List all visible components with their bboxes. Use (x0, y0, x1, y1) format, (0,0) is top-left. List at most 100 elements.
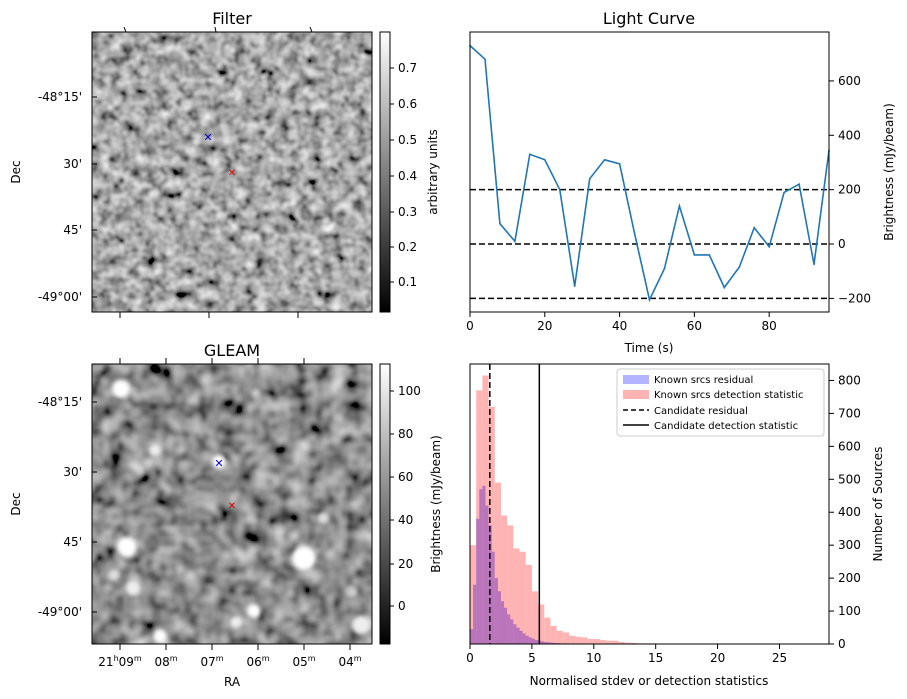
histogram-detection-bar (544, 617, 551, 644)
histogram-detection-bar (612, 640, 619, 644)
gleam-cb-tick: 100 (398, 384, 421, 398)
light-curve-point (753, 226, 756, 229)
gleam-title: GLEAM (204, 341, 260, 360)
histogram-residual-bar (473, 584, 477, 644)
histogram-residual-bar (522, 633, 526, 644)
histogram-residual-bar (491, 551, 495, 644)
histogram-residual-bar (504, 607, 508, 644)
light-curve-xticks: 0 20 40 60 80 (466, 312, 777, 333)
gleam-cb-tick: 80 (398, 427, 413, 441)
histogram-detection-bar (569, 635, 576, 644)
light-curve-xlabel: Time (s) (624, 341, 674, 355)
gleam-sources (108, 380, 370, 643)
legend-swatch-residual (623, 375, 649, 384)
gleam-image (92, 364, 372, 644)
histogram-ylabel: Number of Sources (871, 447, 885, 562)
filter-cb-tick: 0.7 (398, 61, 417, 75)
gleam-marker-blue: ✕ (214, 457, 223, 470)
histogram-detection-bar (581, 637, 588, 644)
histogram-ytick-label: 700 (838, 406, 861, 420)
light-curve-point (783, 191, 785, 194)
gleam-ylabel: Dec (9, 492, 23, 515)
histogram-residual-bar (510, 619, 514, 644)
histogram-detection-bar (599, 640, 607, 644)
light-curve-xtick-label: 0 (466, 319, 474, 333)
histogram-residual-bar (470, 629, 474, 644)
gleam-panel: GLEAM ✕ ✕ Dec -48°15' 30' (9, 341, 443, 689)
gleam-colorbar (379, 363, 391, 645)
gleam-dec-tick: 30' (63, 465, 82, 479)
histogram-residual-bar (494, 578, 498, 644)
light-curve-point (648, 298, 651, 301)
light-curve-point (543, 158, 546, 161)
filter-cb-tick: 0.3 (398, 205, 417, 219)
legend-label: Candidate residual (654, 406, 748, 417)
filter-cb-tick: 0.5 (398, 133, 417, 147)
filter-frame (91, 31, 373, 313)
legend-label: Known srcs detection statistic (654, 390, 803, 401)
light-curve-point (708, 254, 711, 256)
light-curve-point (813, 263, 815, 266)
histogram-xtick-label: 5 (528, 651, 536, 665)
light-curve-series (469, 44, 830, 303)
histogram-xlabel: Normalised stdev or detection statistics (530, 674, 769, 688)
gleam-ra-tick: 07m (200, 654, 223, 669)
histogram-chart: 0 5 10 15 20 25 0 100 200 300 400 500 600 700 800 Nor… (466, 363, 885, 688)
gleam-ra-tick: 06m (246, 654, 269, 669)
gleam-frame (91, 363, 373, 645)
histogram-residual-bar (531, 638, 535, 644)
histogram-residual-bar (547, 642, 551, 644)
histogram-residual-bar (519, 630, 523, 644)
light-curve-frame (469, 31, 830, 313)
histogram-residual-bar (534, 640, 539, 644)
light-curve-point (588, 177, 591, 180)
light-curve-ytick-label: 200 (838, 183, 861, 197)
filter-cb-tick: 0.6 (398, 97, 417, 111)
histogram-residual-bar (482, 485, 486, 644)
histogram-ytick-label: 100 (838, 604, 861, 618)
histogram-detection-bar (488, 406, 495, 644)
histogram-detection-bar (550, 625, 557, 644)
gleam-ra-tick: 21h09m (98, 654, 142, 669)
light-curve-point (738, 266, 741, 268)
legend-swatch-detection (623, 390, 649, 399)
light-curve-ytick-label: 0 (838, 237, 846, 251)
gleam-ra-tick: 05m (292, 654, 315, 669)
histogram-ytick-label: 300 (838, 538, 861, 552)
light-curve-point (499, 222, 501, 225)
histogram-residual-bar (507, 614, 511, 644)
filter-title: Filter (212, 9, 252, 28)
filter-marker-blue: ✕ (203, 131, 212, 144)
light-curve-hlines (470, 188, 829, 300)
histogram-residual-bar (513, 624, 517, 644)
light-curve-ytick-label: 400 (838, 128, 861, 142)
histogram-ytick-label: 600 (838, 439, 861, 453)
light-curve-line (469, 45, 830, 303)
histogram-residual-bar (544, 642, 548, 644)
histogram-residual-bar (500, 601, 505, 644)
light-curve-ylabel: Brightness (mJy/beam) (882, 103, 896, 241)
histogram-detection-bar (494, 482, 501, 644)
filter-ylabel: Dec (9, 160, 23, 183)
histogram-detection-bar (507, 525, 514, 644)
gleam-ra-tick: 08m (154, 654, 177, 669)
gleam-cb-tick: 40 (398, 513, 413, 527)
filter-dec-tick: 45' (63, 223, 82, 237)
gleam-ra-tick: 04m (338, 654, 361, 669)
histogram-ytick-label: 800 (838, 373, 861, 387)
light-curve-point (484, 58, 486, 60)
legend-label: Known srcs residual (654, 375, 753, 386)
light-curve-point (603, 158, 606, 161)
histogram-residual-bar (516, 627, 520, 644)
gleam-colorbar-label: Brightness (mJy/beam) (429, 435, 443, 573)
light-curve-point (529, 153, 531, 156)
histogram-vlines (489, 364, 541, 644)
filter-panel: Filter ✕ ✕ Dec -48°15' 30' 45' -49°00' (9, 9, 440, 318)
histogram-detection-bar (587, 639, 594, 644)
histogram-detection-bar (624, 642, 631, 644)
ra-tick-text: 21h09m (98, 654, 142, 669)
light-curve-point (573, 285, 576, 287)
legend-box (616, 368, 825, 437)
light-curve-point (693, 254, 696, 256)
histogram-detection-bar (531, 591, 539, 644)
